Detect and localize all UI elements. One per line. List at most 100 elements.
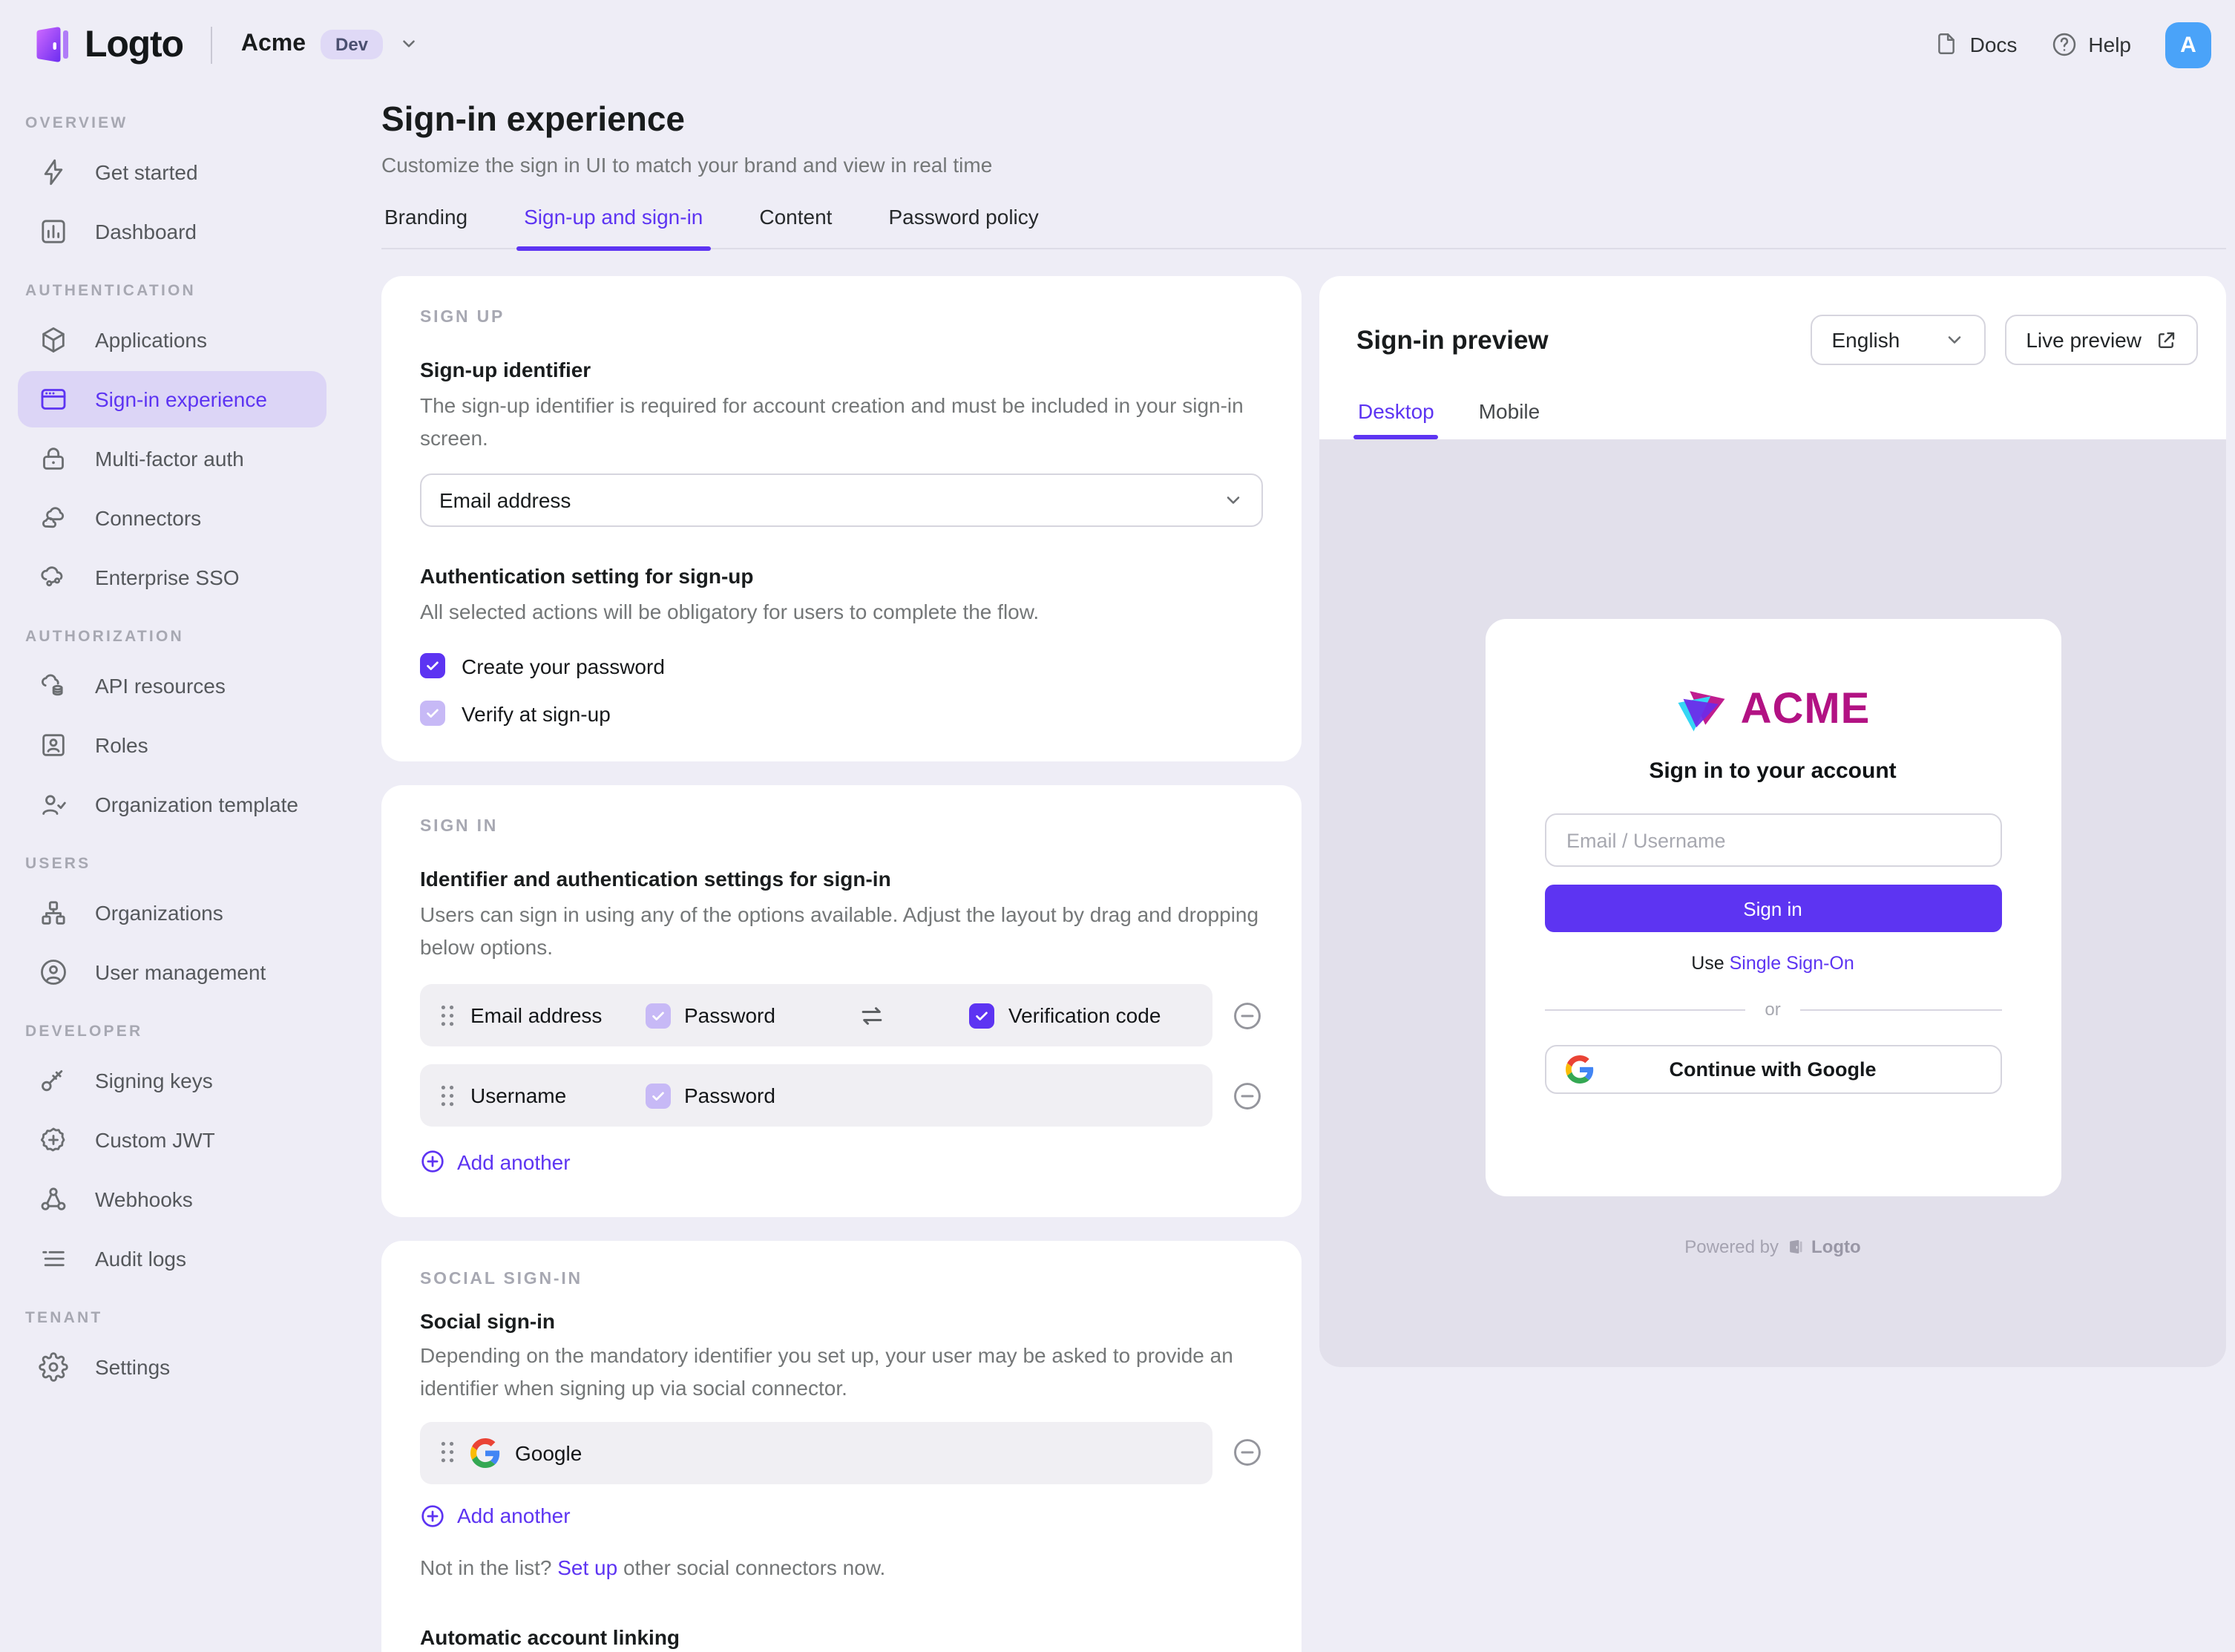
sidebar-item-audit-logs[interactable]: Audit logs — [18, 1230, 326, 1287]
question-circle-icon — [2051, 31, 2078, 58]
identifier-label: Email address — [470, 1003, 603, 1028]
docs-label: Docs — [1969, 33, 2018, 56]
drag-handle-icon[interactable] — [438, 1439, 457, 1467]
sidebar-section-authorization: AUTHORIZATION — [25, 628, 184, 646]
minus-circle-icon[interactable] — [1232, 1000, 1263, 1032]
docs-button[interactable]: Docs — [1934, 31, 2018, 58]
social-connector-row: Google — [420, 1421, 1263, 1484]
minus-circle-icon[interactable] — [1232, 1438, 1263, 1469]
sidebar-item-get-started[interactable]: Get started — [18, 144, 326, 200]
person-check-icon — [39, 790, 68, 819]
checkbox-checked[interactable] — [969, 1003, 995, 1029]
logto-logo[interactable]: Logto — [33, 23, 184, 66]
preview-device-tabs: Desktop Mobile — [1319, 399, 2226, 439]
sidebar-item-sign-in-experience[interactable]: Sign-in experience — [18, 371, 326, 427]
sidebar-item-label: Roles — [95, 733, 148, 757]
powered-by: Powered by Logto — [1684, 1236, 1860, 1257]
sign-up-identifier-select[interactable]: Email address — [420, 473, 1263, 528]
tab-sign-up-and-sign-in[interactable]: Sign-up and sign-in — [516, 202, 710, 251]
sidebar-item-organization-template[interactable]: Organization template — [18, 776, 326, 833]
avatar[interactable]: A — [2165, 22, 2211, 68]
social-connector-google[interactable]: Google — [420, 1421, 1212, 1484]
tab-password-policy[interactable]: Password policy — [888, 205, 1039, 229]
add-another-sign-in-button[interactable]: Add another — [420, 1150, 571, 1175]
document-icon — [1934, 31, 1960, 58]
tab-desktop[interactable]: Desktop — [1353, 399, 1440, 439]
tab-branding[interactable]: Branding — [384, 205, 468, 229]
sidebar-item-settings[interactable]: Settings — [18, 1339, 326, 1395]
external-link-icon — [2155, 329, 2177, 351]
sidebar-item-enterprise-sso[interactable]: Enterprise SSO — [18, 549, 326, 606]
page-title: Sign-in experience — [381, 99, 686, 138]
list-icon — [39, 1244, 68, 1274]
user-circle-icon — [39, 957, 68, 987]
sidebar-item-api-resources[interactable]: API resources — [18, 658, 326, 714]
social-title: Social sign-in — [420, 1309, 556, 1334]
note-prefix: Not in the list? — [420, 1555, 552, 1579]
sidebar-item-applications[interactable]: Applications — [18, 312, 326, 368]
minus-circle-icon[interactable] — [1232, 1081, 1263, 1112]
checkbox-checked-disabled — [646, 1083, 671, 1109]
sidebar-item-user-management[interactable]: User management — [18, 944, 326, 1000]
sidebar-item-label: Custom JWT — [95, 1128, 215, 1152]
sidebar-item-connectors[interactable]: Connectors — [18, 490, 326, 546]
drag-handle-icon[interactable] — [438, 1002, 457, 1030]
sidebar-item-multi-factor-auth[interactable]: Multi-factor auth — [18, 430, 326, 487]
live-preview-label: Live preview — [2026, 328, 2142, 352]
clouds-icon — [39, 503, 68, 533]
main-content: Sign-in experience Customize the sign in… — [341, 89, 2235, 1652]
sidebar-item-label: Enterprise SSO — [95, 566, 240, 589]
acme-logo-icon — [1676, 687, 1727, 733]
tenant-selector[interactable]: Acme Dev — [241, 29, 419, 60]
checkbox-label: Create your password — [462, 654, 665, 678]
divider-line — [1799, 1009, 2002, 1010]
sidebar-item-webhooks[interactable]: Webhooks — [18, 1171, 326, 1227]
identifier-label: Username — [470, 1084, 567, 1108]
social-section-label: SOCIAL SIGN-IN — [420, 1271, 582, 1289]
sidebar-item-dashboard[interactable]: Dashboard — [18, 203, 326, 260]
preview-sign-in-button[interactable]: Sign in — [1544, 885, 2001, 932]
checkbox-checked-disabled — [646, 1003, 671, 1029]
google-icon — [470, 1438, 500, 1468]
connector-name: Google — [515, 1440, 582, 1465]
social-note: Not in the list? Set up other social con… — [420, 1556, 1263, 1579]
set-up-link[interactable]: Set up — [557, 1555, 618, 1579]
logto-mini-icon — [1788, 1238, 1802, 1256]
cloud-database-icon — [39, 671, 68, 701]
acme-brand-text: ACME — [1740, 686, 1871, 733]
powered-by-label: Powered by — [1684, 1236, 1779, 1257]
preview-identifier-input[interactable] — [1544, 813, 2001, 867]
sidebar-item-custom-jwt[interactable]: Custom JWT — [18, 1112, 326, 1168]
add-another-social-button[interactable]: Add another — [420, 1504, 571, 1529]
help-button[interactable]: Help — [2051, 31, 2131, 58]
preview-header: Sign-in preview English Live preview — [1319, 276, 2226, 365]
checkbox-checked[interactable] — [420, 653, 445, 679]
sidebar-item-organizations[interactable]: Organizations — [18, 885, 326, 941]
sign-in-method-username[interactable]: Username Password — [420, 1064, 1212, 1127]
tab-mobile[interactable]: Mobile — [1478, 399, 1540, 423]
org-chart-icon — [39, 898, 68, 928]
preview-sign-in-card: ACME Sign in to your account Sign in Use… — [1485, 619, 2061, 1196]
preview-heading: Sign in to your account — [1649, 758, 1897, 784]
sidebar-section-tenant: TENANT — [25, 1309, 103, 1327]
sign-in-method-email[interactable]: Email address Password Verification code — [420, 984, 1212, 1047]
live-preview-button[interactable]: Live preview — [2005, 315, 2198, 365]
divider-line — [1544, 1009, 1746, 1010]
chevron-down-icon — [399, 35, 419, 54]
sidebar-item-label: Get started — [95, 160, 198, 184]
sidebar: OVERVIEW Get started Dashboard AUTHENTIC… — [0, 89, 341, 1652]
sso-prefix: Use — [1691, 953, 1724, 974]
drag-handle-icon[interactable] — [438, 1082, 457, 1110]
single-sign-on-link[interactable]: Single Sign-On — [1729, 953, 1854, 974]
preview-google-button[interactable]: Continue with Google — [1544, 1045, 2001, 1094]
id-card-icon — [39, 730, 68, 760]
checkbox-checked-disabled — [420, 701, 445, 727]
plus-circle-icon — [420, 1150, 445, 1175]
sidebar-item-label: User management — [95, 960, 266, 984]
sidebar-item-roles[interactable]: Roles — [18, 717, 326, 773]
avatar-initial: A — [2180, 32, 2196, 57]
tab-content[interactable]: Content — [759, 205, 833, 229]
sidebar-item-signing-keys[interactable]: Signing keys — [18, 1052, 326, 1109]
preview-viewport: ACME Sign in to your account Sign in Use… — [1319, 439, 2226, 1367]
language-select[interactable]: English — [1811, 315, 1986, 365]
